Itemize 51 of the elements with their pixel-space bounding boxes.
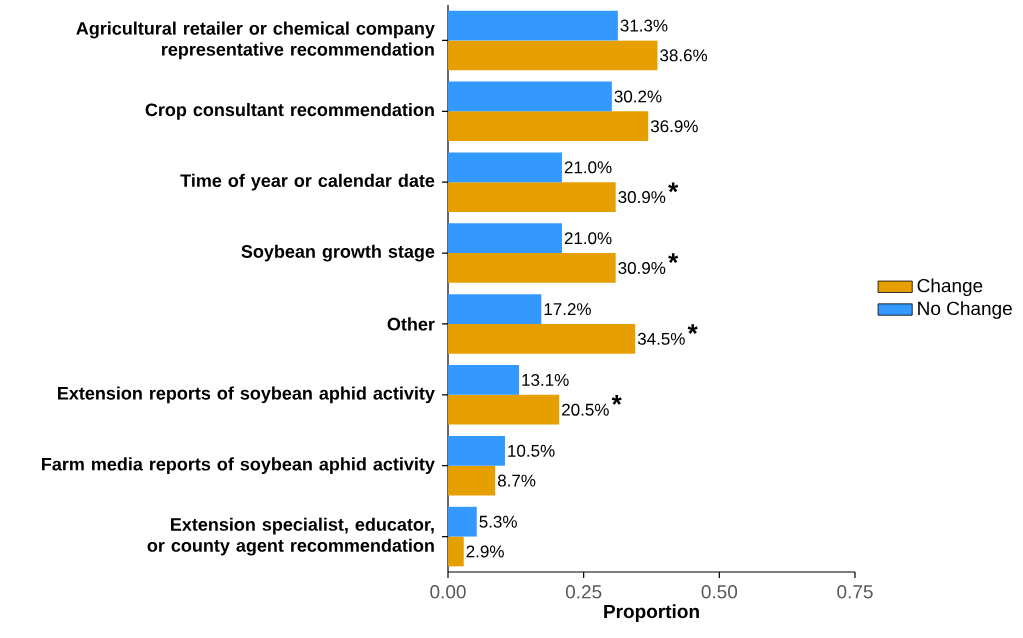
y-tick-label: Extension specialist, educator, or county agent recommendation [147, 517, 434, 556]
data-label: 13.1% [522, 373, 569, 386]
data-label: 8.7% [497, 474, 536, 487]
x-axis-title: Proportion [604, 604, 699, 622]
bar [448, 506, 477, 537]
x-tick-label: 0.50 [701, 585, 738, 599]
bar [448, 536, 464, 567]
data-label: 36.9% [650, 120, 698, 133]
y-tick-label: Agricultural retailer or chemical company representative recommendation [76, 21, 435, 60]
bar [448, 435, 505, 466]
annotation: * [611, 395, 622, 405]
legend-label: No Change [918, 301, 1012, 319]
data-label: 2.9% [466, 545, 504, 558]
x-tick-label: 0.25 [565, 585, 602, 599]
data-label: 5.3% [479, 515, 517, 528]
bar [448, 10, 618, 41]
bar [448, 81, 612, 112]
data-label: 38.6% [660, 49, 708, 62]
annotation: * [668, 182, 679, 193]
x-tick-label: 0.75 [837, 585, 873, 599]
bar [448, 394, 560, 425]
data-label: 30.9% [618, 261, 666, 274]
x-tick-label: 0.00 [430, 585, 466, 599]
data-label: 10.5% [508, 444, 555, 457]
bar [448, 182, 616, 212]
data-label: 31.3% [620, 19, 668, 32]
legend-label: Change [917, 278, 983, 297]
bar [448, 365, 520, 395]
bar [448, 323, 636, 354]
bar [448, 253, 616, 283]
y-tick-label: Time of year or calendar date [180, 173, 435, 191]
bar [448, 40, 658, 71]
y-tick-label: Farm media reports of soybean aphid activity [42, 457, 435, 475]
data-label: 30.9% [618, 191, 666, 204]
bar [448, 465, 496, 496]
data-label: 17.2% [544, 303, 591, 316]
y-tick-label: Soybean growth stage [241, 244, 435, 262]
bar [448, 294, 542, 324]
annotation: * [687, 324, 698, 334]
y-tick-label: Crop consultant recommendation [145, 102, 434, 120]
y-tick-label: Extension reports of soybean aphid activity [58, 386, 435, 404]
data-label: 21.0% [564, 161, 612, 174]
y-tick-label: Other [387, 317, 435, 331]
data-label: 30.2% [614, 90, 662, 103]
annotation: * [668, 253, 679, 264]
bar [448, 223, 562, 254]
bar [448, 152, 562, 183]
data-label: 21.0% [564, 232, 612, 245]
bar [448, 111, 649, 142]
data-label: 34.5% [637, 332, 685, 345]
data-label: 20.5% [562, 403, 609, 416]
